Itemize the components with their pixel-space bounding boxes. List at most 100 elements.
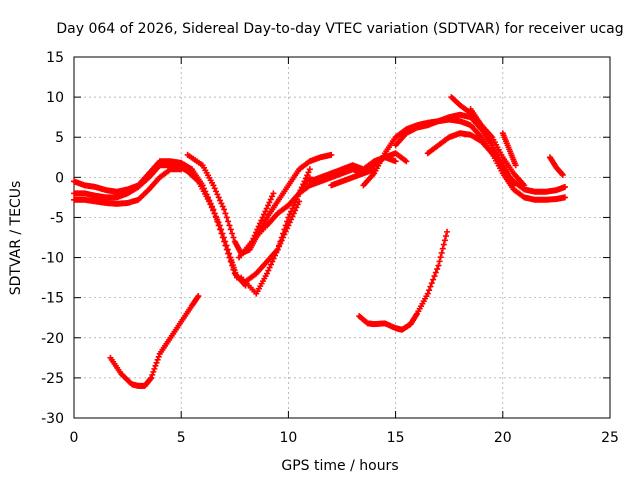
data-point xyxy=(288,208,295,215)
series-track4 xyxy=(107,293,202,389)
data-point xyxy=(439,245,446,252)
data-point xyxy=(285,214,292,221)
data-point xyxy=(286,211,293,218)
data-point xyxy=(512,162,519,169)
data-point xyxy=(220,234,227,241)
x-tick-label: 15 xyxy=(387,430,405,446)
data-point xyxy=(510,182,517,189)
data-point xyxy=(216,222,223,229)
y-tick-label: -30 xyxy=(41,411,64,427)
data-point xyxy=(227,226,234,233)
data-point xyxy=(428,280,435,287)
data-point xyxy=(226,222,233,229)
data-point xyxy=(432,269,439,276)
data-point xyxy=(267,261,274,268)
data-point xyxy=(281,226,288,233)
data-point xyxy=(215,219,222,226)
data-point xyxy=(273,249,280,256)
data-point xyxy=(206,198,213,205)
data-point xyxy=(266,199,273,206)
data-point xyxy=(426,287,433,294)
data-point xyxy=(215,194,222,201)
data-point xyxy=(427,283,434,290)
y-tick-label: -5 xyxy=(50,210,64,226)
data-point xyxy=(280,230,287,237)
data-point xyxy=(226,250,233,257)
data-point xyxy=(252,229,259,236)
grid xyxy=(74,57,610,418)
data-point xyxy=(270,255,277,262)
data-point xyxy=(248,238,255,245)
data-point xyxy=(278,234,285,241)
data-point xyxy=(225,218,232,225)
y-axis-label: SDTVAR / TECUs xyxy=(8,181,24,296)
x-tick-label: 25 xyxy=(601,430,619,446)
data-point xyxy=(269,193,276,200)
data-point xyxy=(263,205,270,212)
data-point xyxy=(223,242,230,249)
y-tick-label: -20 xyxy=(41,331,64,347)
y-tick-label: 10 xyxy=(46,90,64,106)
data-point xyxy=(210,207,217,214)
data-point xyxy=(212,213,219,220)
data-point xyxy=(222,210,229,217)
data-point xyxy=(208,204,215,211)
series-track5 xyxy=(184,151,335,257)
series-track20 xyxy=(499,130,519,169)
x-tick-label: 10 xyxy=(279,430,297,446)
data-point xyxy=(276,242,283,249)
data-point xyxy=(155,353,162,360)
data-point xyxy=(195,293,202,300)
series-track7 xyxy=(182,166,240,281)
data-point xyxy=(250,235,257,242)
data-point xyxy=(431,273,438,280)
x-tick-label: 20 xyxy=(494,430,512,446)
data-point xyxy=(328,151,335,158)
data-point xyxy=(224,246,231,253)
series-track14 xyxy=(328,150,410,189)
data-point xyxy=(223,214,230,221)
series-track21 xyxy=(546,154,566,178)
data-point xyxy=(424,290,431,297)
data-point xyxy=(148,374,155,381)
data-point xyxy=(289,205,296,212)
y-tick-label: 15 xyxy=(46,50,64,66)
data-point xyxy=(265,267,272,274)
data-point xyxy=(217,197,224,204)
data-point xyxy=(211,210,218,217)
plot-frame xyxy=(73,56,611,419)
data-point xyxy=(219,203,226,210)
data-point xyxy=(218,226,225,233)
data-point xyxy=(210,182,217,189)
data-point xyxy=(153,359,160,366)
data-point xyxy=(403,158,410,165)
data-point xyxy=(265,202,272,209)
data-point xyxy=(274,246,281,253)
data-point xyxy=(305,169,312,176)
data-point xyxy=(559,171,566,178)
series-track22 xyxy=(356,228,451,333)
data-point xyxy=(256,220,263,227)
data-point xyxy=(435,262,442,269)
data-point xyxy=(211,185,218,192)
data-point xyxy=(255,223,262,230)
data-point xyxy=(392,158,399,165)
data-point xyxy=(262,208,269,215)
y-tick-label: 5 xyxy=(55,130,64,146)
data-point xyxy=(290,202,297,209)
data-point xyxy=(259,214,266,221)
data-point xyxy=(267,196,274,203)
data-series xyxy=(71,94,568,389)
data-point xyxy=(214,216,221,223)
data-point xyxy=(152,362,159,369)
y-tick-label: -10 xyxy=(41,251,64,267)
series-track6 xyxy=(178,162,249,289)
data-point xyxy=(254,226,261,233)
data-point xyxy=(263,270,270,277)
series-track13 xyxy=(306,154,399,185)
data-point xyxy=(154,356,161,363)
data-point xyxy=(266,264,273,271)
data-point xyxy=(444,228,451,235)
y-tick-label: 0 xyxy=(55,170,64,186)
